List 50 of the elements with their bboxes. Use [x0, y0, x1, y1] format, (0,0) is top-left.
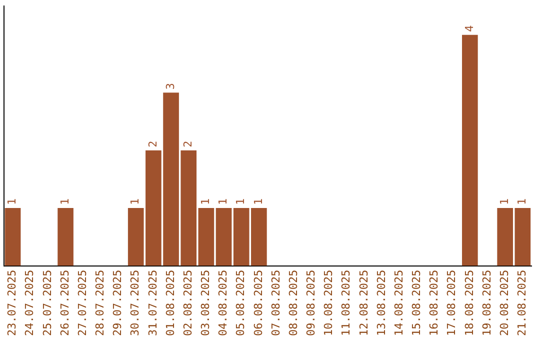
bar — [4, 208, 21, 266]
data-label: 1 — [234, 198, 248, 206]
x-tick-label: 13.08.2025 — [374, 270, 388, 336]
x-tick-label: 04.08.2025 — [216, 270, 230, 336]
x-tick-label: 06.08.2025 — [252, 270, 265, 336]
x-tick-label: 11.08.2025 — [340, 270, 353, 336]
data-label: 1 — [216, 198, 230, 206]
x-tick-label: 02.08.2025 — [181, 270, 194, 336]
data-label: 1 — [498, 198, 511, 206]
x-tick-label: 17.08.2025 — [445, 270, 458, 336]
x-tick-label: 12.08.2025 — [357, 270, 370, 336]
x-tick-label: 15.08.2025 — [410, 270, 424, 336]
x-tick-label: 31.07.2025 — [146, 270, 160, 336]
x-tick-label: 30.07.2025 — [128, 270, 142, 336]
x-tick-label: 25.07.2025 — [40, 270, 54, 336]
x-tick-label: 08.08.2025 — [286, 270, 300, 336]
bar — [216, 208, 232, 266]
data-label: 2 — [181, 140, 194, 148]
x-tick-label: 27.07.2025 — [76, 270, 89, 336]
x-tick-label: 16.08.2025 — [428, 270, 441, 336]
x-tick-label: 09.08.2025 — [304, 270, 318, 336]
x-tick-label: 19.08.2025 — [480, 270, 494, 336]
data-label: 3 — [164, 82, 177, 90]
bar — [514, 208, 531, 266]
bar — [58, 208, 74, 266]
x-tick-label: 23.07.2025 — [6, 270, 19, 336]
x-tick-label: 05.08.2025 — [234, 270, 248, 336]
data-label: 2 — [146, 140, 160, 148]
data-label: 1 — [58, 198, 72, 206]
x-tick-label: 18.08.2025 — [462, 270, 476, 336]
data-label: 4 — [462, 24, 476, 32]
bar — [462, 34, 478, 266]
x-tick-label: 20.08.2025 — [498, 270, 511, 336]
x-tick-label: 21.08.2025 — [516, 270, 529, 336]
data-label: 1 — [128, 198, 142, 206]
x-tick-label: 10.08.2025 — [322, 270, 336, 336]
bar — [198, 208, 214, 266]
bar — [497, 208, 513, 266]
data-label: 1 — [516, 198, 529, 206]
data-label: 1 — [6, 198, 19, 206]
data-label: 1 — [252, 198, 265, 206]
x-tick-label: 24.07.2025 — [23, 270, 36, 336]
x-tick-label: 28.07.2025 — [94, 270, 107, 336]
data-label: 1 — [199, 198, 212, 206]
x-tick-label: 03.08.2025 — [199, 270, 212, 336]
x-tick-label: 26.07.2025 — [58, 270, 72, 336]
x-tick-label: 14.08.2025 — [392, 270, 406, 336]
x-tick-label: 07.08.2025 — [269, 270, 282, 336]
x-tick-label: 01.08.2025 — [164, 270, 177, 336]
x-tick-label: 29.07.2025 — [111, 270, 124, 336]
